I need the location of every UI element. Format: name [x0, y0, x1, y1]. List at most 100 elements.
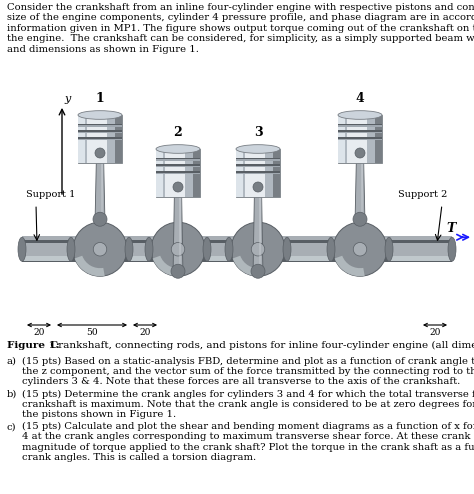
Text: the pistons shown in Figure 1.: the pistons shown in Figure 1.: [22, 410, 176, 419]
Bar: [375, 115, 382, 163]
Text: (15 pts) Determine the crank angles for cylinders 3 and 4 for which the total tr: (15 pts) Determine the crank angles for …: [22, 390, 474, 399]
Text: the engine.  The crankshaft can be considered, for simplicity, as a simply suppo: the engine. The crankshaft can be consid…: [7, 35, 474, 43]
Bar: [389, 237, 452, 261]
Bar: [347, 115, 366, 163]
Bar: [338, 139, 382, 140]
Circle shape: [73, 222, 127, 276]
Text: Support 2: Support 2: [398, 190, 447, 199]
Circle shape: [171, 264, 185, 278]
Text: 20: 20: [139, 328, 151, 337]
Bar: [78, 115, 84, 163]
Bar: [156, 149, 163, 197]
Bar: [236, 149, 243, 197]
Ellipse shape: [283, 237, 291, 261]
Bar: [338, 130, 382, 133]
Bar: [207, 256, 229, 261]
Bar: [236, 171, 280, 174]
Bar: [129, 256, 149, 261]
Ellipse shape: [156, 145, 200, 153]
Bar: [193, 149, 200, 197]
Polygon shape: [355, 153, 365, 219]
Bar: [338, 115, 345, 163]
Ellipse shape: [125, 237, 133, 261]
Bar: [338, 124, 382, 126]
Bar: [156, 171, 200, 174]
Bar: [287, 240, 331, 243]
Bar: [12, 107, 462, 335]
Bar: [156, 172, 200, 174]
Bar: [236, 172, 280, 174]
Circle shape: [251, 264, 265, 278]
Ellipse shape: [225, 237, 233, 261]
Circle shape: [353, 243, 367, 256]
Text: crank angles. This is called a torsion diagram.: crank angles. This is called a torsion d…: [22, 453, 256, 462]
Text: Consider the crankshaft from an inline four-cylinder engine with respective pist: Consider the crankshaft from an inline f…: [7, 3, 474, 12]
Bar: [22, 237, 71, 261]
Bar: [129, 240, 149, 243]
Circle shape: [333, 222, 387, 276]
Bar: [273, 149, 280, 197]
Bar: [115, 115, 122, 163]
Circle shape: [355, 148, 365, 158]
Text: the z component, and the vector sum of the force transmitted by the connecting r: the z component, and the vector sum of t…: [22, 367, 474, 376]
Bar: [338, 132, 382, 133]
Ellipse shape: [385, 237, 393, 261]
Text: (15 pts) Calculate and plot the shear and bending moment diagrams as a function : (15 pts) Calculate and plot the shear an…: [22, 422, 474, 431]
Polygon shape: [95, 153, 105, 219]
Bar: [156, 158, 200, 161]
Text: Crankshaft, connecting rods, and pistons for inline four-cylinder engine (all di: Crankshaft, connecting rods, and pistons…: [47, 341, 474, 350]
Bar: [87, 115, 107, 163]
Ellipse shape: [18, 237, 26, 261]
Text: 4: 4: [356, 92, 365, 105]
Circle shape: [173, 182, 183, 192]
Bar: [207, 240, 229, 243]
Bar: [78, 130, 122, 133]
Bar: [22, 256, 71, 261]
Bar: [78, 115, 122, 163]
Bar: [156, 165, 200, 167]
Circle shape: [95, 148, 105, 158]
Bar: [236, 149, 280, 197]
Bar: [389, 256, 452, 261]
Circle shape: [93, 243, 107, 256]
Text: (15 pts) Based on a static-analysis FBD, determine and plot as a function of cra: (15 pts) Based on a static-analysis FBD,…: [22, 357, 474, 366]
Ellipse shape: [236, 145, 280, 153]
Text: Figure 1:: Figure 1:: [7, 341, 60, 350]
Text: 3: 3: [254, 126, 262, 139]
Bar: [129, 237, 149, 261]
Bar: [22, 240, 71, 243]
Ellipse shape: [338, 111, 382, 120]
Polygon shape: [253, 187, 263, 271]
Bar: [389, 240, 452, 243]
Text: size of the engine components, cylinder 4 pressure profile, and phase diagram ar: size of the engine components, cylinder …: [7, 13, 474, 23]
Text: 20: 20: [429, 328, 441, 337]
Text: and dimensions as shown in Figure 1.: and dimensions as shown in Figure 1.: [7, 45, 199, 54]
Polygon shape: [101, 153, 103, 219]
Text: Support 1: Support 1: [26, 190, 75, 199]
Text: y: y: [64, 94, 70, 104]
Text: cylinders 3 & 4. Note that these forces are all transverse to the axis of the cr: cylinders 3 & 4. Note that these forces …: [22, 377, 460, 386]
Polygon shape: [259, 187, 262, 271]
Text: b): b): [7, 390, 18, 399]
Bar: [156, 166, 200, 167]
Ellipse shape: [203, 237, 211, 261]
Bar: [236, 159, 280, 161]
Circle shape: [353, 212, 367, 226]
Circle shape: [231, 222, 285, 276]
Bar: [236, 165, 280, 167]
Bar: [236, 166, 280, 167]
Polygon shape: [361, 153, 364, 219]
Circle shape: [253, 182, 263, 192]
Bar: [156, 159, 200, 161]
Text: 2: 2: [173, 126, 182, 139]
Circle shape: [93, 212, 107, 226]
Bar: [22, 236, 452, 262]
Bar: [78, 124, 122, 126]
Text: T: T: [447, 222, 456, 235]
Text: 20: 20: [33, 328, 45, 337]
Polygon shape: [179, 187, 182, 271]
Text: c): c): [7, 422, 17, 431]
Bar: [22, 238, 452, 244]
Text: crankshaft is maximum. Note that the crank angle is considered to be at zero deg: crankshaft is maximum. Note that the cra…: [22, 400, 474, 409]
Bar: [338, 115, 382, 163]
